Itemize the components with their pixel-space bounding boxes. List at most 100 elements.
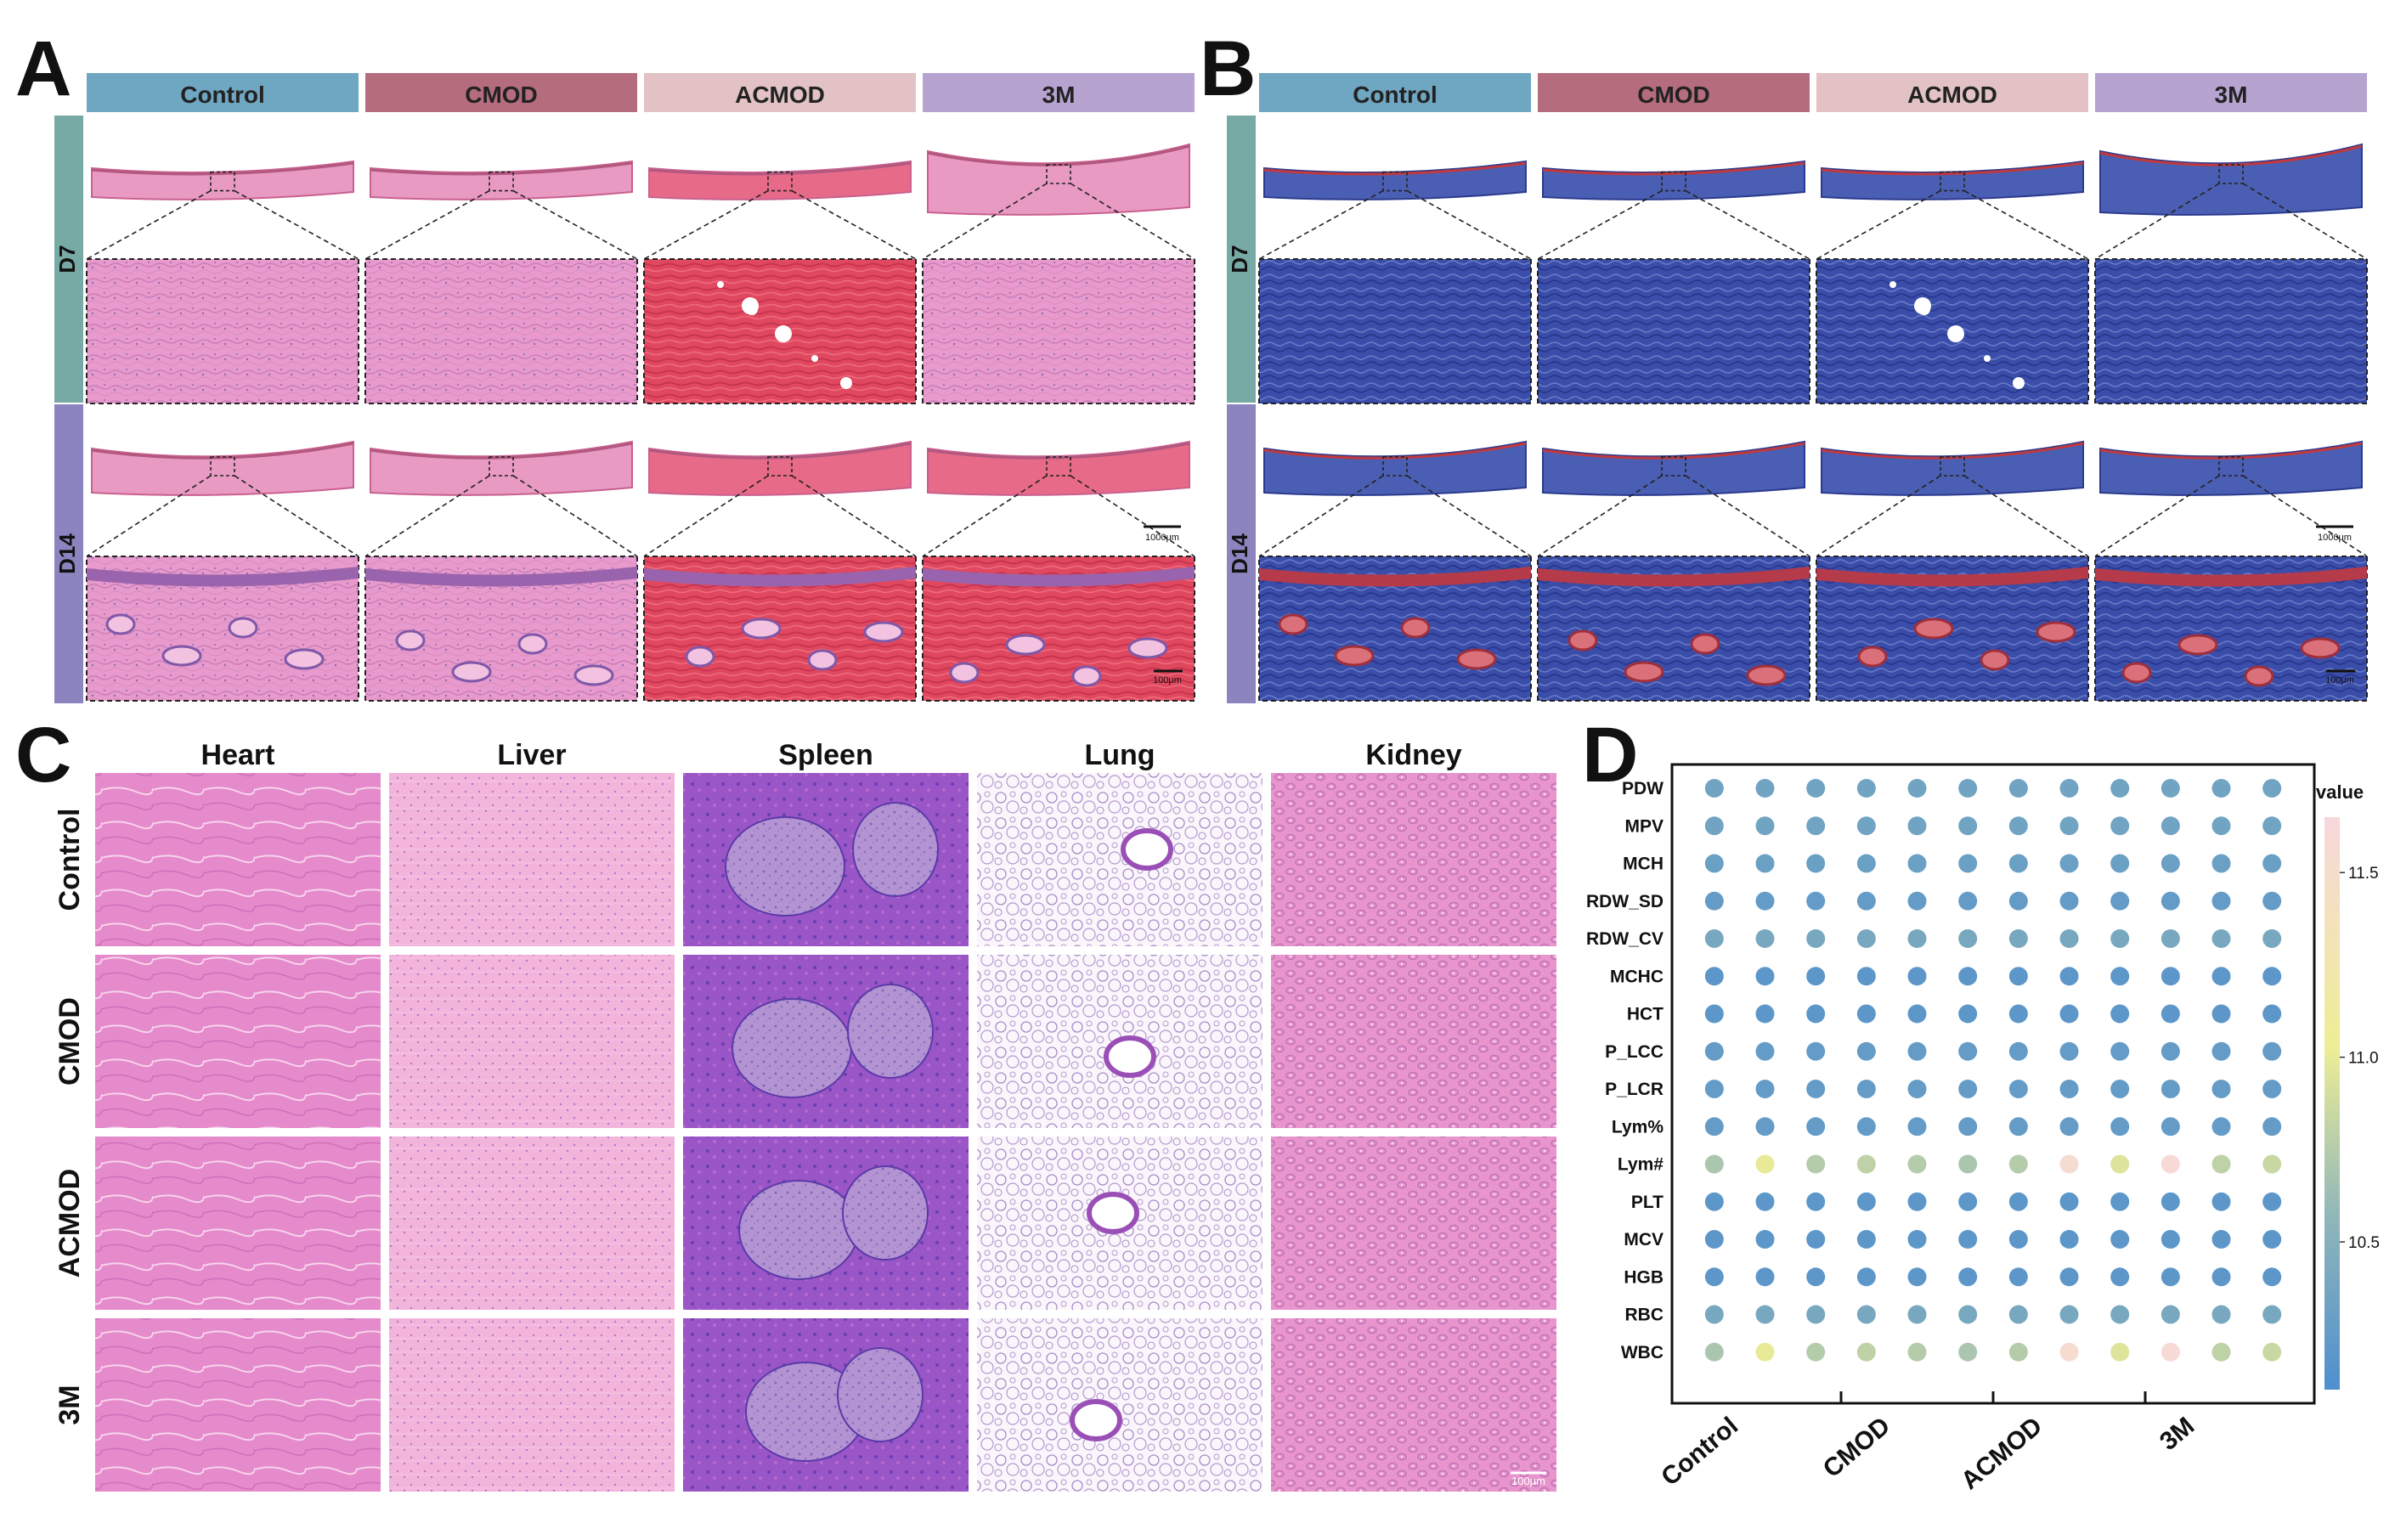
zoom-line xyxy=(1537,189,1663,260)
organ-image xyxy=(977,1318,1262,1492)
hair-follicle xyxy=(161,645,202,667)
heatmap-dot xyxy=(2059,816,2079,836)
hair-follicle xyxy=(1456,648,1497,670)
row-label: P_LCC xyxy=(1605,1042,1664,1062)
heatmap-dot xyxy=(2110,1267,2130,1287)
epidermis-band xyxy=(644,567,916,587)
zoom-line xyxy=(2242,183,2368,260)
hair-follicle xyxy=(1913,618,1954,640)
heatmap-dot xyxy=(2262,854,2282,873)
heatmap-dot xyxy=(2008,1117,2028,1137)
heatmap-dot xyxy=(1704,891,1724,911)
heatmap-dot xyxy=(1806,1192,1826,1211)
heatmap-dot xyxy=(2008,1192,2028,1211)
hair-follicle xyxy=(517,633,548,655)
group-header-bar xyxy=(365,73,637,112)
group-header-bar xyxy=(644,73,916,112)
day-label: D7 xyxy=(1227,245,1252,273)
heatmap-dot xyxy=(2059,929,2079,948)
organ-label: Lung xyxy=(1084,739,1155,771)
heatmap-dot xyxy=(1907,1305,1927,1324)
hair-follicle xyxy=(1071,665,1102,687)
heatmap-dot xyxy=(2262,1004,2282,1024)
heatmap-dot xyxy=(1704,1267,1724,1287)
tissue-section xyxy=(2099,440,2363,496)
heatmap-dot xyxy=(2211,967,2231,986)
zoom-line xyxy=(1070,475,1195,557)
zoom-line xyxy=(791,475,917,557)
heatmap-dot xyxy=(2161,1004,2180,1024)
epidermis-line xyxy=(370,161,633,176)
legend-tick-label: 11.0 xyxy=(2348,1050,2379,1068)
heatmap-dot xyxy=(2211,1041,2231,1061)
heatmap-dot xyxy=(1704,816,1724,836)
legend-tick-label: 10.5 xyxy=(2348,1234,2380,1252)
heatmap-dot xyxy=(2161,1041,2180,1061)
heatmap-dot xyxy=(2262,1154,2282,1174)
heatmap-dot xyxy=(1806,1342,1826,1362)
heatmap-dot xyxy=(1907,1117,1927,1137)
heatmap-dot xyxy=(1806,1267,1826,1287)
heatmap-dot xyxy=(2262,1305,2282,1324)
heatmap-dot xyxy=(2262,1230,2282,1249)
hair-follicle xyxy=(1567,629,1598,652)
panel-label-c: C xyxy=(15,712,71,798)
heatmap-dot xyxy=(1958,967,1978,986)
legend-tick-label: 11.5 xyxy=(2348,865,2379,883)
zoom-box xyxy=(489,171,514,192)
heatmap-dot xyxy=(1856,891,1876,911)
day-label: D7 xyxy=(54,245,80,273)
group-header-label: ACMOD xyxy=(1907,82,1997,108)
heatmap-dot xyxy=(2161,1117,2180,1137)
heatmap-dot xyxy=(1755,1117,1775,1137)
heatmap-dot xyxy=(1755,1267,1775,1287)
heatmap-dot xyxy=(1755,1154,1775,1174)
heatmap-dot xyxy=(2110,929,2130,948)
heatmap-dot xyxy=(2161,967,2180,986)
heatmap-dot xyxy=(1907,1192,1927,1211)
zoom-box xyxy=(1940,456,1965,477)
heatmap-dot xyxy=(1704,1004,1724,1024)
heatmap-dot xyxy=(1806,854,1826,873)
hair-follicle xyxy=(105,613,136,635)
panel-b-masson-wound: Control CMOD ACMOD 3M D7 D14 1000μm 100μm xyxy=(1227,73,2368,703)
vacuole xyxy=(1984,355,1991,362)
row-label: PLT xyxy=(1631,1193,1664,1212)
hair-follicle xyxy=(451,661,492,683)
epidermis-line xyxy=(1821,161,2084,176)
white-pulp xyxy=(738,1180,859,1280)
day-strip xyxy=(54,404,83,703)
organ-image xyxy=(1271,1318,1556,1492)
heatmap-dot xyxy=(1806,1080,1826,1098)
heatmap-dot xyxy=(1958,1192,1978,1211)
high-mag-image xyxy=(364,258,638,404)
zoom-box xyxy=(2218,164,2244,184)
heatmap-dot xyxy=(2161,854,2180,873)
heatmap-dot xyxy=(2211,854,2231,873)
panel-label-d: D xyxy=(1582,712,1638,798)
heatmap-dot xyxy=(1958,1267,1978,1287)
zoom-line xyxy=(1258,475,1384,557)
organ-image xyxy=(95,773,381,946)
heatmap-dot xyxy=(2161,1192,2180,1211)
heatmap-dot xyxy=(2161,1267,2180,1287)
zoom-line xyxy=(1406,475,1532,557)
heatmap-dot xyxy=(1755,1041,1775,1061)
heatmap-dot xyxy=(1856,779,1876,798)
epidermis-line xyxy=(1263,442,1527,460)
x-group-label: ACMOD xyxy=(1956,1412,2048,1495)
heatmap-dot xyxy=(2110,1041,2130,1061)
x-group-label: 3M xyxy=(2155,1412,2200,1456)
heatmap-dot xyxy=(2008,1230,2028,1249)
epidermis-line xyxy=(1821,442,2084,460)
hair-follicle xyxy=(1127,637,1168,659)
heatmap-dot xyxy=(2008,891,2028,911)
heatmap-dot xyxy=(2110,854,2130,873)
panel-d-blood-heatmap: PDW MPV MCH RDW_SD RDW_CV MCHC HCT P_LCC P_LCR Ly… xyxy=(1586,763,2380,1495)
heatmap-dot xyxy=(2262,816,2282,836)
white-pulp xyxy=(837,1347,924,1442)
zoom-box xyxy=(767,171,793,192)
day-strip xyxy=(1227,404,1256,703)
high-mag-image xyxy=(1258,258,1532,404)
hair-follicle xyxy=(1690,633,1720,655)
